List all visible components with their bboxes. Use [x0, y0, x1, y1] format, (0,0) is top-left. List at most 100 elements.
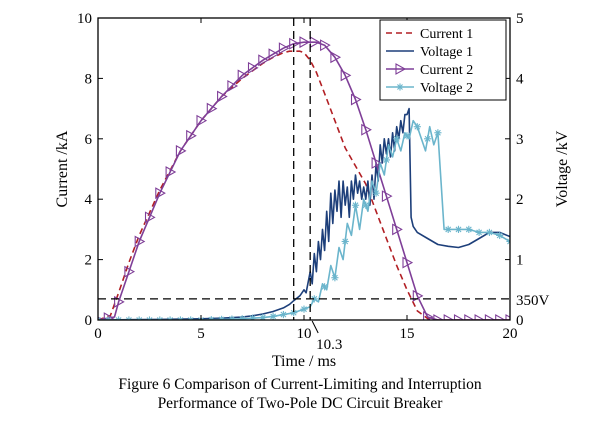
voltage-2-marker: [300, 305, 308, 313]
current-2-marker: [206, 102, 218, 115]
current-2-marker: [186, 129, 197, 142]
voltage-2-marker: [331, 274, 339, 282]
voltage-2-marker: [475, 228, 483, 237]
current-2-marker: [474, 314, 486, 320]
current-2-marker: [114, 295, 125, 308]
y2-axis-title: Voltage /kV: [554, 130, 571, 207]
current-2-marker: [247, 61, 259, 74]
y-tick-label: 8: [85, 71, 93, 87]
x-tick-label: 20: [503, 326, 518, 342]
y-tick-label: 2: [85, 253, 93, 269]
figure-caption-line-2: Performance of Two-Pole DC Circuit Break…: [157, 395, 443, 412]
voltage-2-marker: [382, 156, 390, 164]
current-2-marker: [237, 69, 249, 82]
y2-tick-label: 4: [516, 71, 524, 87]
voltage-2-marker: [351, 201, 360, 209]
current-2-marker: [433, 314, 445, 320]
voltage-2-line: [98, 119, 510, 320]
current-2-marker: [268, 48, 280, 61]
voltage-2-marker: [454, 225, 463, 233]
current-2-marker: [103, 312, 115, 320]
current-2-marker: [361, 123, 372, 136]
voltage-2-marker: [248, 314, 257, 320]
voltage-2-marker: [279, 310, 287, 319]
current-2-marker: [443, 314, 455, 320]
voltage-2-marker: [465, 225, 473, 233]
voltage-2-marker: [104, 316, 112, 320]
voltage-2-marker: [434, 129, 442, 137]
current-2-marker: [309, 36, 321, 49]
y-axis-title: Current /kA: [54, 130, 71, 207]
current-2-marker: [217, 90, 228, 103]
y2-tick-label: 5: [516, 11, 524, 27]
voltage-2-marker: [362, 201, 370, 209]
voltage-2-marker: [413, 123, 421, 131]
current-2-marker: [227, 80, 239, 92]
voltage-2-marker: [166, 316, 174, 320]
x-tick-label: 10: [297, 326, 312, 342]
current-2-marker: [464, 314, 475, 320]
voltage-2-marker: [98, 316, 102, 320]
legend-label-voltage-2: Voltage 2: [420, 81, 473, 96]
voltage-2-marker: [485, 228, 493, 237]
current-2-marker: [395, 63, 407, 75]
y-tick-label: 4: [85, 192, 93, 208]
current-2-marker: [278, 42, 290, 55]
series-layer: [98, 36, 510, 320]
current-2-marker: [402, 256, 414, 269]
voltage-2-marker: [372, 189, 380, 197]
voltage-2-marker: [321, 283, 329, 291]
y2-tick-label: 2: [516, 192, 524, 208]
vertical-marker-label: 10.3: [316, 337, 342, 353]
voltage-2-marker: [424, 135, 432, 143]
current-2-marker: [453, 314, 465, 320]
voltage-2-marker: [115, 316, 123, 320]
x-axis-title: Time / ms: [272, 353, 336, 370]
figure-caption-line-1: Figure 6 Comparison of Current-Limiting …: [118, 376, 482, 393]
current-2-marker: [196, 114, 208, 127]
current-2-marker: [144, 211, 156, 224]
legend-label-current-1: Current 1: [420, 27, 473, 42]
y2-tick-label: 0: [516, 313, 524, 329]
current-2-marker: [134, 235, 146, 248]
voltage-2-marker: [125, 316, 133, 320]
current-2-marker: [165, 166, 177, 178]
legend-label-voltage-1: Voltage 1: [420, 45, 473, 60]
reference-lines: 350V 10.3: [98, 18, 550, 353]
legend: Current 1 Voltage 1 Current 2 Voltage 2: [379, 19, 507, 101]
voltage-2-marker: [396, 83, 404, 91]
current-2-marker: [124, 265, 136, 278]
y-tick-label: 10: [77, 11, 92, 27]
voltage-2-marker: [403, 132, 411, 140]
voltage-2-marker: [393, 135, 401, 143]
voltage-2-marker: [269, 312, 277, 320]
voltage-2-marker: [187, 316, 195, 320]
voltage-1-line: [98, 107, 510, 320]
voltage-2-marker: [341, 237, 349, 246]
legend-label-current-2: Current 2: [420, 63, 473, 78]
annotation-leader: [311, 320, 319, 334]
y2-tick-label: 1: [516, 253, 524, 269]
current-2-marker: [350, 93, 362, 106]
y-tick-label: 6: [85, 132, 93, 148]
current-2-marker: [299, 36, 311, 49]
current-2-marker: [381, 190, 393, 203]
current-2-marker: [155, 187, 166, 200]
voltage-2-marker: [444, 225, 452, 233]
voltage-2-marker: [156, 316, 164, 320]
current-2-marker: [392, 223, 403, 236]
current-2-marker: [320, 39, 331, 52]
current-2-marker: [175, 144, 187, 157]
x-tick-label: 0: [94, 326, 102, 342]
voltage-2-marker: [135, 316, 143, 320]
y-tick-label: 0: [85, 313, 93, 329]
threshold-label: 350V: [516, 293, 550, 309]
voltage-2-marker: [145, 316, 154, 320]
current-2-line: [98, 41, 510, 320]
y2-tick-label: 3: [516, 132, 524, 148]
x-tick-label: 5: [197, 326, 205, 342]
current-2-marker: [340, 69, 352, 82]
voltage-2-marker: [496, 231, 504, 240]
